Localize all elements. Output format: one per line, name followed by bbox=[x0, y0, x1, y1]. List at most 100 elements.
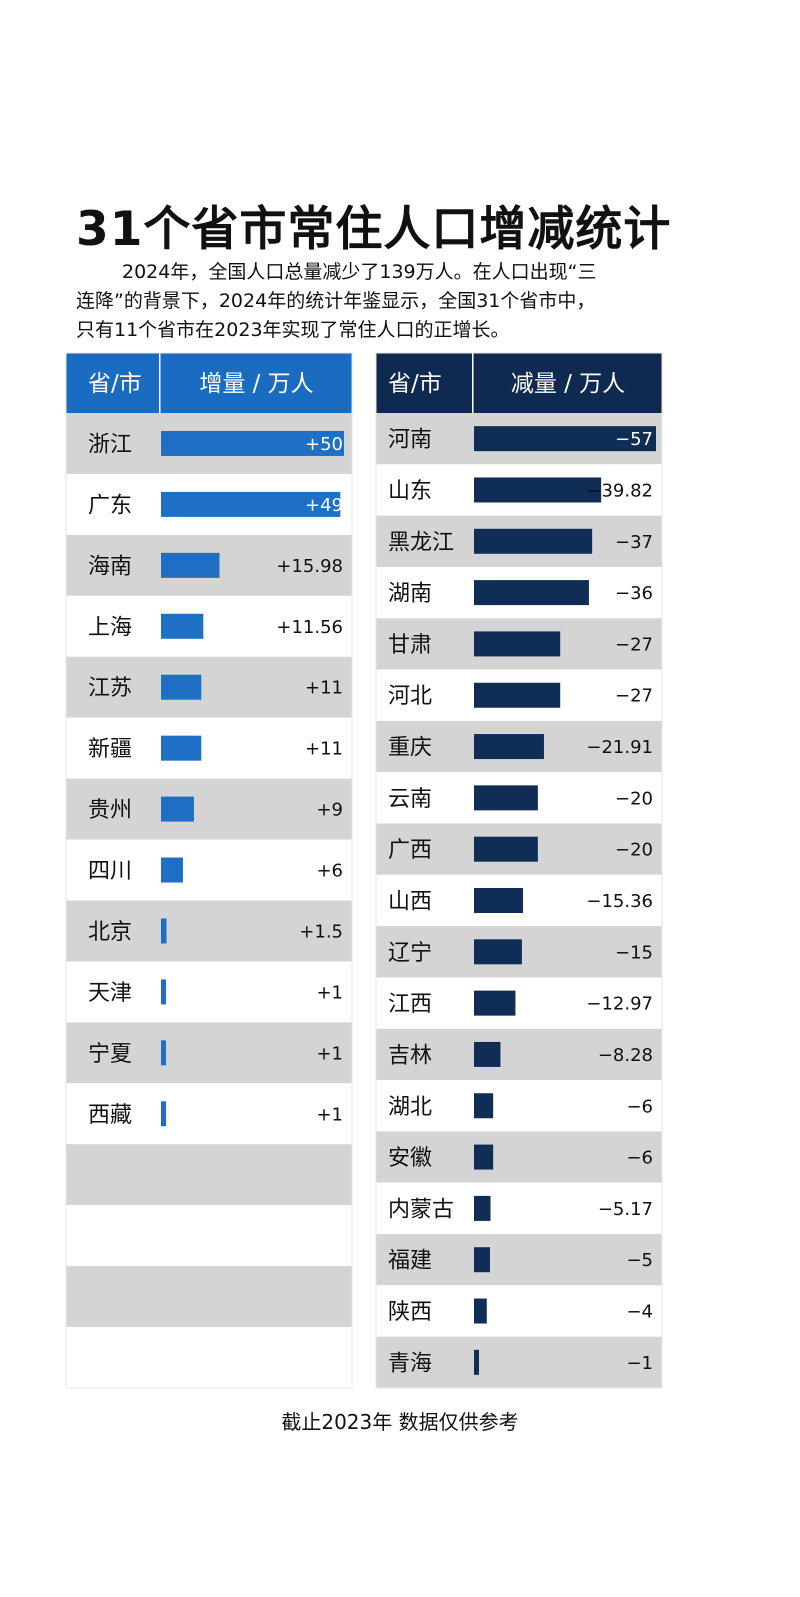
province-name: 西藏 bbox=[88, 1103, 132, 1128]
province-name: 江苏 bbox=[88, 676, 132, 701]
value-bar bbox=[474, 1349, 479, 1375]
value-bar bbox=[161, 1101, 166, 1127]
province-name: 江西 bbox=[388, 992, 432, 1017]
value-bar bbox=[474, 1247, 490, 1273]
value-label: +15.98 bbox=[276, 556, 343, 577]
value-bar bbox=[474, 477, 602, 503]
intro-line: 2024年，全国人口总量减少了139万人。在人口出现“三 bbox=[122, 261, 597, 283]
value-bar bbox=[161, 552, 220, 578]
header-province-label: 省/市 bbox=[388, 371, 442, 397]
table-row bbox=[66, 1022, 352, 1084]
value-label: +11 bbox=[305, 739, 343, 760]
value-label: +1 bbox=[316, 982, 343, 1003]
province-name: 贵州 bbox=[88, 798, 132, 823]
value-bar bbox=[474, 631, 561, 657]
header-province-label: 省/市 bbox=[88, 371, 142, 397]
table-row bbox=[376, 1080, 662, 1132]
province-name: 山东 bbox=[388, 479, 432, 504]
table-row bbox=[66, 656, 352, 718]
value-bar bbox=[474, 1144, 494, 1170]
value-bar bbox=[474, 580, 589, 606]
value-bar bbox=[161, 1040, 166, 1066]
value-bar bbox=[474, 785, 538, 811]
province-name: 云南 bbox=[388, 787, 432, 812]
province-name: 四川 bbox=[88, 859, 132, 884]
value-bar bbox=[474, 1041, 501, 1067]
value-bar bbox=[161, 430, 344, 456]
value-bar bbox=[474, 990, 516, 1016]
province-name: 宁夏 bbox=[88, 1042, 132, 1067]
value-label: −5 bbox=[626, 1250, 653, 1271]
value-label: +11 bbox=[305, 678, 343, 699]
value-label: −20 bbox=[615, 788, 653, 809]
value-bar bbox=[474, 836, 538, 862]
value-label: −36 bbox=[615, 583, 653, 604]
value-label: +6 bbox=[316, 861, 343, 882]
province-name: 内蒙古 bbox=[388, 1197, 454, 1222]
province-name: 吉林 bbox=[388, 1043, 432, 1068]
decrease-table-header bbox=[376, 353, 662, 413]
table-row bbox=[376, 977, 662, 1029]
value-bar bbox=[161, 613, 204, 639]
table-row bbox=[66, 1205, 352, 1267]
value-label: −15.36 bbox=[586, 891, 653, 912]
value-label: −6 bbox=[626, 1148, 653, 1169]
province-name: 河北 bbox=[388, 684, 432, 709]
table-row bbox=[376, 1285, 662, 1337]
value-label: −27 bbox=[615, 686, 653, 707]
page-title: 31个省市常住人口增减统计 bbox=[76, 202, 672, 257]
value-bar bbox=[474, 1195, 491, 1221]
header-divider bbox=[472, 353, 474, 413]
intro-line: 连降”的背景下，2024年的统计年鉴显示，全国31个省市中， bbox=[76, 290, 596, 312]
value-label: +1 bbox=[316, 1043, 343, 1064]
value-bar bbox=[474, 1093, 494, 1119]
province-name: 天津 bbox=[88, 981, 132, 1006]
table-row bbox=[376, 1028, 662, 1081]
province-name: 青海 bbox=[388, 1351, 432, 1376]
table-row bbox=[66, 1266, 352, 1328]
value-label: −39.82 bbox=[586, 480, 653, 501]
province-name: 陕西 bbox=[388, 1300, 432, 1325]
value-bar bbox=[161, 735, 202, 761]
province-name: 黑龙江 bbox=[388, 530, 454, 555]
province-name: 甘肃 bbox=[388, 633, 432, 658]
value-label: −37 bbox=[615, 532, 653, 553]
value-bar bbox=[474, 1298, 487, 1324]
province-name: 浙江 bbox=[88, 432, 132, 457]
province-name: 广东 bbox=[88, 493, 132, 518]
footnote: 截止2023年 数据仅供参考 bbox=[281, 1410, 519, 1434]
value-label: −4 bbox=[626, 1302, 653, 1323]
province-name: 湖南 bbox=[388, 582, 432, 607]
table-row bbox=[66, 839, 352, 901]
table-row bbox=[66, 595, 352, 657]
value-bar bbox=[474, 426, 656, 452]
province-name: 北京 bbox=[88, 920, 132, 945]
value-bar bbox=[161, 796, 194, 822]
province-name: 新疆 bbox=[88, 737, 132, 762]
value-bar bbox=[161, 674, 202, 700]
header-divider bbox=[159, 353, 161, 413]
header-value-label: 增量 / 万人 bbox=[199, 371, 313, 397]
value-label: +1.5 bbox=[299, 921, 343, 942]
value-label: −8.28 bbox=[598, 1045, 653, 1066]
table-frame bbox=[65, 352, 353, 1389]
value-bar bbox=[474, 888, 524, 913]
province-name: 河南 bbox=[388, 428, 432, 453]
province-name: 福建 bbox=[388, 1249, 432, 1274]
table-row bbox=[66, 961, 352, 1023]
province-name: 重庆 bbox=[388, 736, 432, 761]
value-label: −57 bbox=[615, 429, 653, 450]
province-name: 上海 bbox=[88, 615, 132, 640]
value-label: +1 bbox=[316, 1104, 343, 1125]
table-row bbox=[376, 1182, 662, 1235]
province-name: 广西 bbox=[388, 838, 432, 863]
province-name: 海南 bbox=[88, 554, 132, 579]
value-bar bbox=[474, 939, 522, 965]
value-bar bbox=[161, 491, 341, 517]
table-row bbox=[66, 900, 352, 962]
table-row bbox=[66, 717, 352, 779]
value-bar bbox=[161, 979, 166, 1005]
table-row bbox=[376, 1234, 662, 1286]
value-bar bbox=[474, 682, 561, 708]
value-label: +50 bbox=[305, 434, 343, 455]
